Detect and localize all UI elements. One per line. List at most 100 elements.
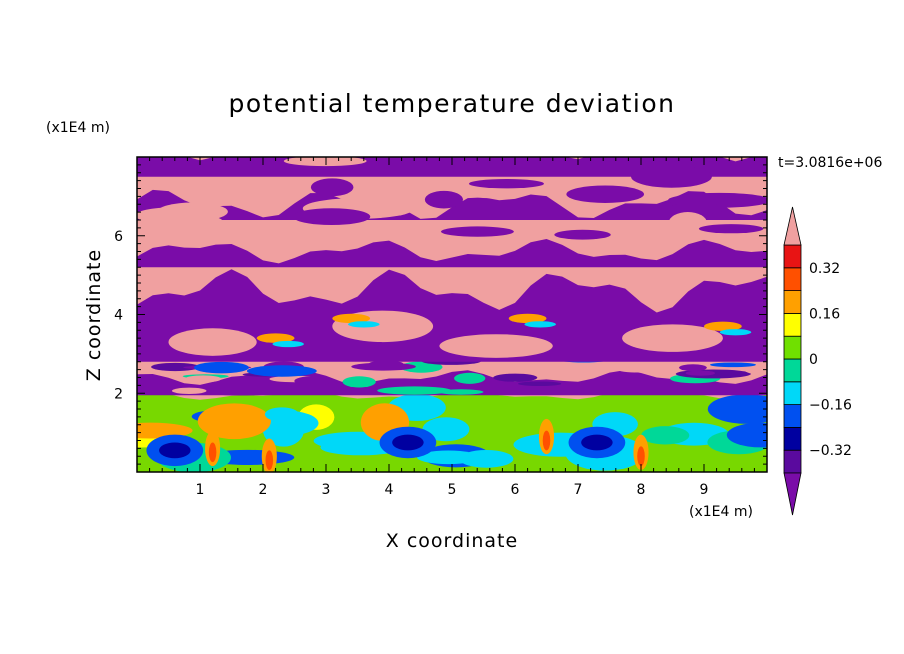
colorbar-segment (783, 426, 802, 451)
mixed-filament (438, 389, 484, 395)
upper-filament (698, 224, 764, 234)
plot-field (137, 157, 767, 472)
x-axis-ticks: 1 2 3 4 5 6 7 8 9 (149, 157, 755, 498)
front-cyan (524, 321, 556, 328)
x-tick-label: 9 (700, 482, 709, 498)
front-yellow (508, 313, 547, 324)
colorbar-segment (783, 358, 802, 383)
colorbar-tick-label: −0.32 (809, 443, 852, 459)
colorbar-tick-label: −0.16 (809, 398, 852, 414)
time-stamp: t=3.0816e+06 (778, 155, 882, 171)
colorbar-segment (783, 267, 802, 291)
upper-purple-layer (137, 189, 767, 220)
y-tick-label: 6 (114, 229, 123, 245)
upper-filament (441, 226, 514, 237)
colorbar-segment (783, 404, 802, 428)
turbulence-blob (726, 422, 767, 448)
mixed-filament (369, 360, 404, 368)
mixed-filament (171, 387, 207, 394)
warm-plume-core (637, 446, 645, 467)
upper-filament (631, 165, 712, 188)
mixed-filament (518, 381, 562, 387)
x-tick-label: 7 (574, 482, 583, 498)
colorbar-segment (783, 244, 802, 269)
upper-filament (137, 207, 211, 224)
y-axis-ticks: 2 4 6 (114, 164, 767, 465)
turbulence-blob (641, 426, 690, 445)
mixed-filament (679, 364, 707, 372)
y-tick-label: 2 (114, 386, 123, 402)
colorbar-segment (783, 449, 802, 474)
x-tick-label: 2 (259, 482, 268, 498)
x-tick-label: 4 (385, 482, 394, 498)
upper-filament (283, 157, 367, 167)
mid-purple-mass (137, 269, 767, 362)
front-yellow (256, 333, 295, 343)
turbulence-blob (264, 407, 299, 422)
upper-filament (554, 229, 611, 240)
y-axis-label: Z coordinate (83, 249, 105, 381)
x-tick-label: 1 (196, 482, 205, 498)
mixed-filament (685, 370, 716, 376)
turbulence-blob (197, 403, 271, 440)
x-tick-label: 5 (448, 482, 457, 498)
warm-plume-core (265, 450, 274, 471)
warm-intrusion (168, 328, 257, 356)
mixed-filament (615, 363, 655, 373)
upper-filament (424, 190, 463, 209)
mixed-filament (709, 362, 756, 368)
colorbar-tick-label: 0 (809, 352, 818, 368)
upper-filament (566, 185, 645, 203)
colorbar-under-arrow (783, 472, 802, 516)
y-tick-label: 4 (114, 308, 123, 324)
mixed-filament (400, 361, 443, 373)
turbulence-blob (422, 417, 470, 442)
front-cyan (719, 329, 752, 336)
x-tick-label: 3 (322, 482, 331, 498)
mixed-filament (454, 372, 486, 384)
warm-intrusion (622, 324, 723, 352)
upper-filament (668, 202, 725, 215)
x-axis-label: X coordinate (386, 530, 518, 552)
mixed-filament (377, 386, 452, 395)
mixed-filament (342, 376, 376, 388)
colorbar-tick-label: 0.16 (809, 306, 840, 322)
turbulence-blob (262, 413, 305, 447)
mixed-filament (151, 362, 200, 372)
warm-plume-core (208, 442, 217, 463)
warm-intrusion (439, 334, 553, 358)
colorbar-over-arrow (783, 206, 802, 246)
mixed-filament (184, 375, 222, 383)
mixed-filament (212, 390, 270, 396)
turbulence-blob (417, 450, 480, 465)
colorbar-segment (783, 381, 802, 405)
colorbar-segment (783, 335, 802, 360)
mixed-filament (294, 376, 332, 386)
front-yellow (332, 313, 371, 324)
colorbar-segment (783, 290, 802, 314)
turbulence-blob (707, 394, 767, 424)
cold-eddy-core (159, 442, 191, 459)
cold-eddy-core (581, 434, 613, 451)
turbulence-blob (137, 422, 193, 439)
warm-plume-core (542, 430, 551, 451)
mixed-filament (194, 361, 249, 374)
chart-title: potential temperature deviation (229, 89, 676, 118)
x-tick-label: 6 (511, 482, 520, 498)
upper-purple-layer (137, 239, 767, 268)
colorbar: 0.32 0.16 0 −0.16 −0.32 (783, 206, 852, 516)
mixed-filament (246, 365, 317, 377)
upper-filament (310, 178, 354, 197)
cold-eddy-core (392, 434, 424, 451)
front-cyan (348, 321, 380, 328)
x-tick-label: 8 (637, 482, 646, 498)
upper-filament (468, 179, 544, 189)
mixed-filament (493, 373, 538, 382)
colorbar-tick-label: 0.32 (809, 261, 840, 277)
front-cyan (272, 340, 304, 348)
colorbar-segment (783, 312, 802, 337)
front-yellow (704, 321, 742, 332)
y-axis-unit: (x1E4 m) (46, 120, 110, 136)
upper-filament (668, 212, 707, 234)
